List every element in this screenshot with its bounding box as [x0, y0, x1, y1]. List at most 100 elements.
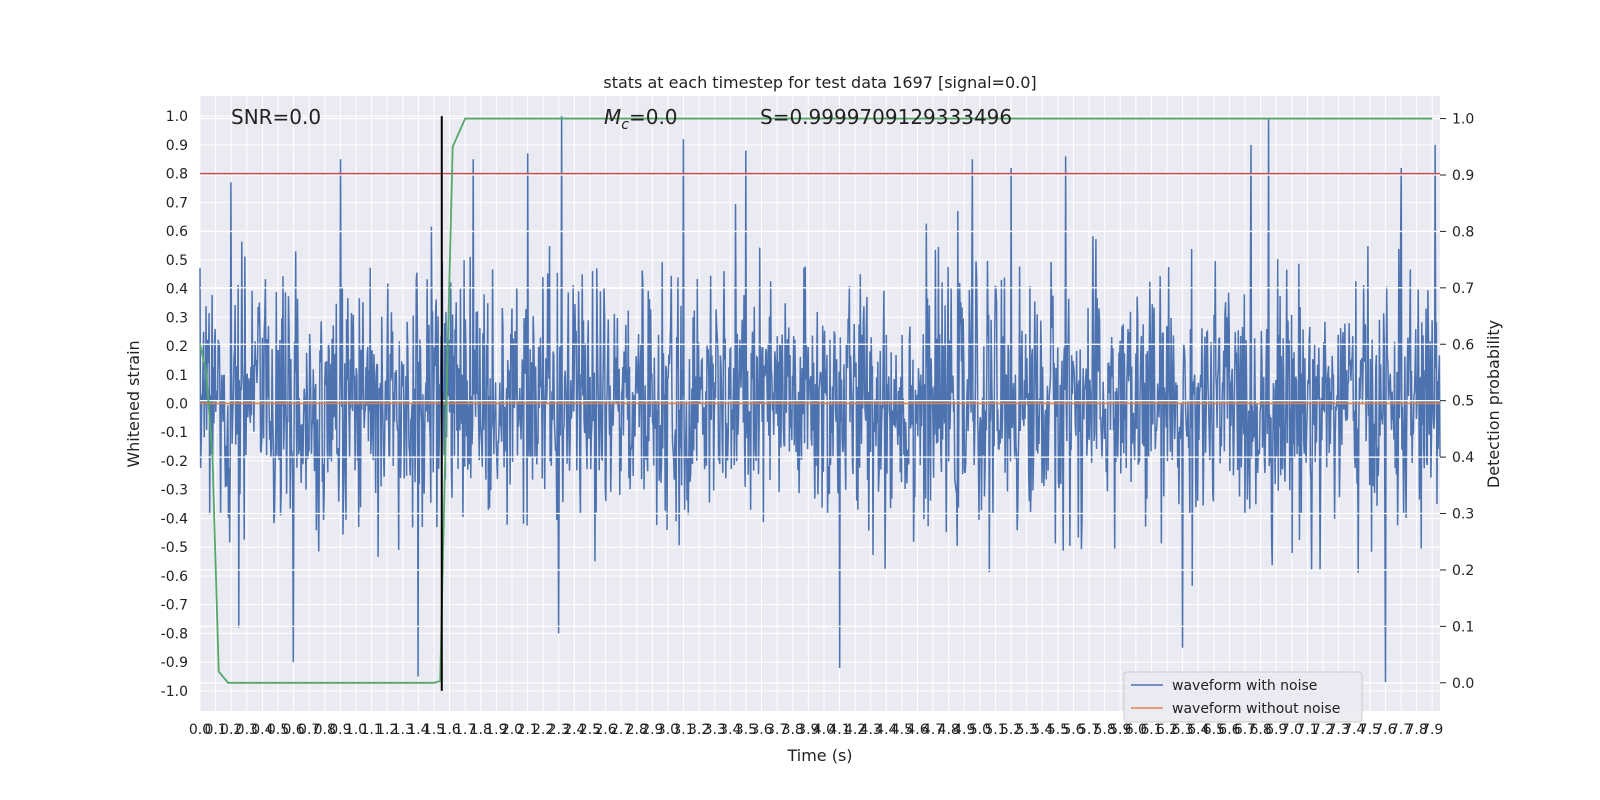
y-tick-label: 0.9 — [166, 138, 188, 154]
x-tick-label: 2.2 — [532, 722, 554, 738]
x-tick-label: 3.3 — [704, 722, 726, 738]
s-annotation: S=0.9999709129333496 — [760, 105, 1012, 129]
x-tick-label: 2.9 — [641, 722, 663, 738]
x-tick-label: 5.2 — [1000, 722, 1022, 738]
x-tick-label: 7.3 — [1327, 722, 1349, 738]
x-tick-label: 3.2 — [688, 722, 710, 738]
legend-box — [1123, 671, 1363, 723]
x-tick-label: 1.7 — [454, 722, 476, 738]
x-tick-label: 0.5 — [267, 722, 289, 738]
right-y-axis-label: Detection probability — [1484, 320, 1503, 488]
x-tick-label: 5.9 — [1109, 722, 1131, 738]
x-tick-label: 3.7 — [766, 722, 788, 738]
x-tick-label: 2.5 — [579, 722, 601, 738]
chirp-mass-annotation: Mc=0.0 — [604, 105, 678, 133]
x-tick-label: 7.5 — [1359, 722, 1381, 738]
y-tick-label: -0.1 — [161, 425, 188, 441]
x-tick-label: 4.4 — [875, 722, 897, 738]
x-tick-label: 4.7 — [922, 722, 944, 738]
series-waveform-with-noise — [199, 116, 1441, 683]
y-tick-label: -0.3 — [161, 483, 188, 499]
chirp-mass-subscript: c — [621, 117, 629, 133]
legend-label-waveform-without-noise: waveform without noise — [1172, 701, 1340, 717]
x-tick-label: 0.1 — [204, 722, 226, 738]
y-tick-label: -0.2 — [161, 454, 188, 470]
y-tick-label: -0.8 — [161, 626, 188, 642]
x-axis-ticks: 0.00.10.20.30.40.50.60.70.80.91.01.11.21… — [189, 722, 1443, 738]
x-tick-label: 5.8 — [1094, 722, 1116, 738]
right-tick-label: 0.0 — [1452, 676, 1474, 692]
x-tick-label: 1.5 — [423, 722, 445, 738]
right-tick-label: 0.3 — [1452, 507, 1474, 523]
x-tick-label: 6.2 — [1156, 722, 1178, 738]
chirp-mass-value: =0.0 — [629, 105, 678, 129]
x-tick-label: 7.7 — [1390, 722, 1412, 738]
right-tick-label: 0.9 — [1452, 168, 1474, 184]
x-tick-label: 2.0 — [501, 722, 523, 738]
x-tick-label: 1.3 — [392, 722, 414, 738]
x-tick-label: 3.6 — [750, 722, 772, 738]
x-tick-label: 5.0 — [969, 722, 991, 738]
x-tick-label: 6.3 — [1172, 722, 1194, 738]
y-tick-label: -0.5 — [161, 540, 188, 556]
y-tick-label: 0.2 — [166, 339, 188, 355]
x-tick-label: 4.0 — [813, 722, 835, 738]
x-tick-label: 3.4 — [719, 722, 741, 738]
x-tick-label: 6.0 — [1125, 722, 1147, 738]
x-tick-label: 1.1 — [360, 722, 382, 738]
x-tick-label: 2.1 — [516, 722, 538, 738]
right-tick-label: 0.2 — [1452, 563, 1474, 579]
x-tick-label: 7.8 — [1405, 722, 1427, 738]
x-tick-label: 0.9 — [329, 722, 351, 738]
x-axis-label: Time (s) — [786, 746, 852, 765]
x-tick-label: 5.3 — [1016, 722, 1038, 738]
right-tick-label: 1.0 — [1452, 112, 1474, 128]
x-tick-label: 4.9 — [953, 722, 975, 738]
y-tick-label: -0.4 — [161, 511, 188, 527]
x-tick-label: 7.9 — [1421, 722, 1443, 738]
right-tick-label: 0.8 — [1452, 224, 1474, 240]
y-tick-label: -0.9 — [161, 655, 188, 671]
y-tick-label: 0.5 — [166, 253, 188, 269]
x-tick-label: 7.4 — [1343, 722, 1365, 738]
series-layer — [199, 116, 1441, 691]
x-tick-label: 5.4 — [1031, 722, 1053, 738]
x-tick-label: 3.5 — [735, 722, 757, 738]
chart-title: stats at each timestep for test data 169… — [603, 73, 1036, 92]
legend-label-waveform-with-noise: waveform with noise — [1172, 678, 1317, 694]
x-tick-label: 6.7 — [1234, 722, 1256, 738]
x-tick-label: 6.9 — [1265, 722, 1287, 738]
y-tick-label: 0.1 — [166, 368, 188, 384]
x-tick-label: 5.5 — [1047, 722, 1069, 738]
x-tick-label: 5.1 — [984, 722, 1006, 738]
y-tick-label: 0.8 — [166, 167, 188, 183]
x-tick-label: 7.2 — [1312, 722, 1334, 738]
x-tick-label: 0.2 — [220, 722, 242, 738]
x-tick-label: 0.8 — [314, 722, 336, 738]
right-axis-ticks: 1.0 0.9 0.8 0.7 0.6 0.5 0.4 0.3 0.2 0.1 0.0 — [1440, 112, 1474, 692]
right-tick-label: 0.4 — [1452, 450, 1474, 466]
x-tick-label: 1.8 — [470, 722, 492, 738]
y-axis-label: Whitened strain — [124, 340, 143, 467]
x-tick-label: 1.4 — [407, 722, 429, 738]
x-tick-label: 2.6 — [594, 722, 616, 738]
x-tick-label: 2.7 — [610, 722, 632, 738]
y-tick-label: -0.6 — [161, 569, 188, 585]
x-tick-label: 2.8 — [626, 722, 648, 738]
x-tick-label: 3.0 — [657, 722, 679, 738]
x-tick-label: 6.1 — [1140, 722, 1162, 738]
x-tick-label: 2.3 — [548, 722, 570, 738]
x-tick-label: 6.5 — [1203, 722, 1225, 738]
x-tick-label: 0.3 — [236, 722, 258, 738]
x-tick-label: 5.7 — [1078, 722, 1100, 738]
x-tick-label: 4.5 — [891, 722, 913, 738]
x-tick-label: 6.8 — [1249, 722, 1271, 738]
x-tick-label: 1.6 — [438, 722, 460, 738]
x-tick-label: 0.7 — [298, 722, 320, 738]
y-tick-label: -0.7 — [161, 598, 188, 614]
right-tick-label: 0.5 — [1452, 394, 1474, 410]
right-tick-label: 0.7 — [1452, 281, 1474, 297]
x-tick-label: 7.1 — [1296, 722, 1318, 738]
x-tick-label: 1.0 — [345, 722, 367, 738]
x-tick-label: 4.3 — [860, 722, 882, 738]
